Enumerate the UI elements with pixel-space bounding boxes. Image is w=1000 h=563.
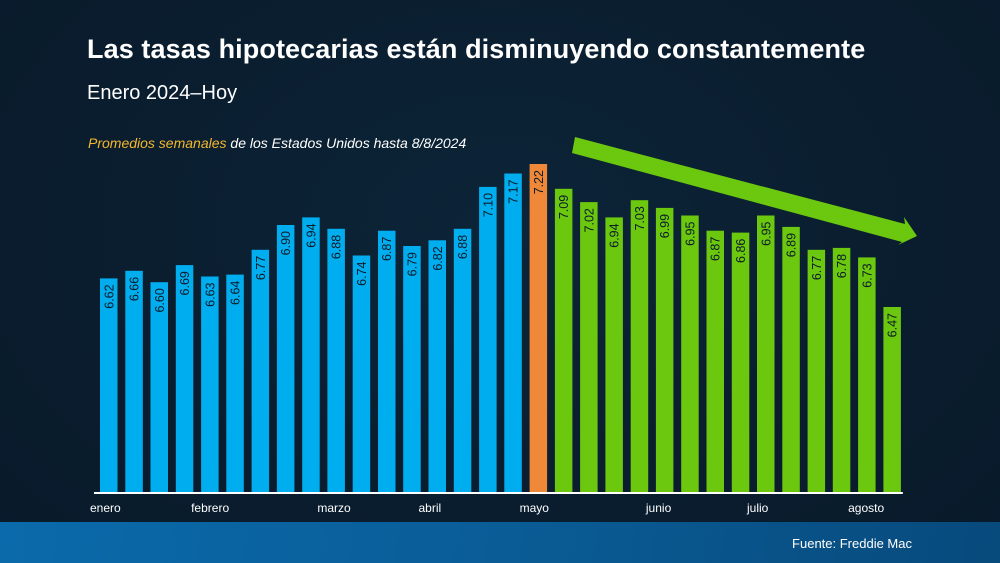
bar-falling (832, 247, 851, 492)
month-tick-label: julio (746, 501, 769, 515)
bar-rising (251, 249, 270, 492)
chart-note-text: de los Estados Unidos hasta 8/8/2024 (226, 135, 467, 151)
bar-falling (605, 217, 623, 492)
bar-rising (125, 270, 143, 492)
bar-rising (226, 274, 244, 492)
bar-falling (580, 202, 598, 492)
bar-rising (378, 230, 396, 492)
bar-falling (731, 232, 750, 492)
bar-rising (302, 217, 320, 492)
bar-value-label: 7.03 (633, 206, 647, 230)
bar-value-label: 6.88 (456, 235, 470, 259)
footer-band (0, 522, 1000, 563)
bar-value-label: 6.74 (355, 261, 369, 285)
chart-note-highlight: Promedios semanales (88, 135, 227, 151)
month-labels-group: enero febrero marzo abril mayo junio julio agos… (90, 501, 884, 515)
bar-rising (175, 265, 194, 492)
bar-value-label: 6.87 (709, 237, 723, 261)
bar-value-label: 6.94 (608, 223, 622, 247)
value-labels-group: 6.62 6.66 6.60 6.69 6.63 6.64 6.77 6.90 6.94 6.88… (102, 170, 899, 337)
trend-arrow-icon (572, 137, 917, 245)
bar-value-label: 6.90 (279, 231, 293, 255)
bar-rising (276, 225, 295, 492)
bar-falling (782, 226, 800, 492)
bar-rising (403, 246, 421, 492)
bar-value-label: 6.95 (684, 221, 698, 245)
month-tick-label: febrero (191, 501, 229, 515)
bar-falling (858, 257, 876, 492)
bar-value-label: 7.22 (532, 170, 546, 194)
bar-value-label: 6.88 (330, 235, 344, 259)
bar-value-label: 6.64 (229, 281, 243, 305)
month-tick-label: abril (419, 501, 442, 515)
bar-falling (706, 230, 724, 492)
bar-value-label: 6.77 (254, 256, 268, 280)
bar-falling (883, 307, 901, 492)
bar-value-label: 6.63 (203, 282, 217, 306)
bar-value-label: 7.10 (481, 193, 495, 217)
bar-rising (453, 228, 472, 493)
chart-subtitle: Enero 2024–Hoy (87, 82, 238, 104)
bar-rising (479, 186, 497, 492)
bar-value-label: 6.94 (304, 223, 318, 247)
bar-falling (807, 249, 826, 492)
bar-falling (655, 207, 674, 492)
chart-title: Las tasas hipotecarias están disminuyend… (87, 34, 866, 64)
bar-rising (428, 240, 446, 492)
bar-rising (100, 278, 118, 492)
bar-value-label: 6.77 (810, 256, 824, 280)
bar-value-label: 6.86 (734, 239, 748, 263)
month-tick-label: agosto (848, 501, 884, 515)
bar-value-label: 6.87 (380, 237, 394, 261)
month-tick-label: enero (90, 501, 121, 515)
month-tick-label: junio (645, 501, 672, 515)
bar-value-label: 6.78 (835, 254, 849, 278)
bar-value-label: 6.95 (759, 221, 773, 245)
bar-value-label: 6.79 (406, 252, 420, 276)
bar-value-label: 7.02 (582, 208, 596, 232)
bar-falling (630, 200, 649, 492)
bar-peak (529, 164, 548, 492)
bar-value-label: 6.69 (178, 271, 192, 295)
bar-value-label: 6.99 (658, 214, 672, 238)
source-label: Fuente: Freddie Mac (792, 536, 912, 551)
bar-value-label: 6.62 (102, 284, 116, 308)
bar-falling (681, 215, 699, 492)
bars-group (100, 164, 901, 493)
chart-note: Promedios semanales de los Estados Unido… (88, 135, 466, 151)
bar-value-label: 6.47 (886, 313, 900, 337)
bar-falling (554, 188, 573, 493)
bar-value-label: 7.09 (557, 195, 571, 219)
bar-value-label: 7.17 (507, 179, 521, 203)
bar-value-label: 6.89 (785, 233, 799, 257)
bar-rising (504, 173, 522, 492)
bar-value-label: 6.66 (128, 277, 142, 301)
month-tick-label: mayo (520, 501, 550, 515)
bar-value-label: 6.60 (153, 288, 167, 312)
bar-value-label: 6.73 (860, 263, 874, 287)
bar-rising (201, 276, 219, 492)
bar-falling (757, 215, 775, 492)
bar-rising (352, 255, 371, 492)
bar-rising (327, 228, 345, 493)
bar-value-label: 6.82 (431, 246, 445, 270)
month-tick-label: marzo (317, 501, 351, 515)
bar-rising (150, 282, 168, 492)
